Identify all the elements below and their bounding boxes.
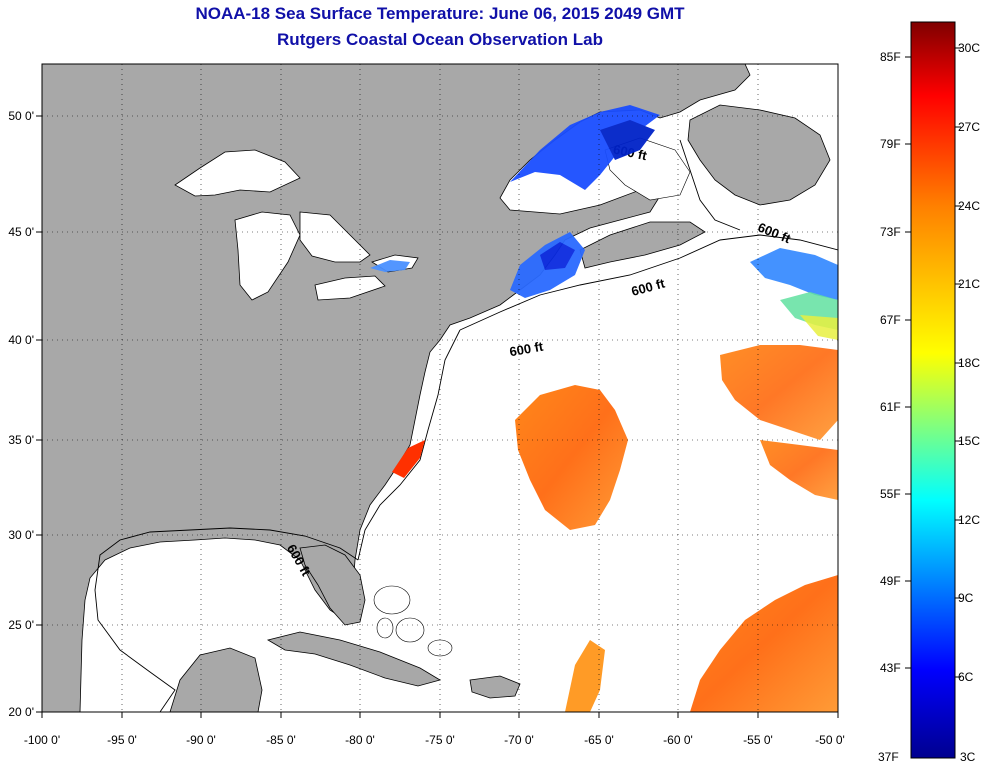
y-tick-label: 50 0' bbox=[8, 109, 34, 123]
sst-gulfstream-patch bbox=[392, 440, 425, 478]
y-tick-label: 40 0' bbox=[8, 333, 34, 347]
colorbar-c-label: 18C bbox=[958, 356, 981, 370]
x-tick-label: -65 0' bbox=[584, 733, 614, 747]
colorbar-f-label: 67F bbox=[880, 313, 901, 327]
x-tick-label: -95 0' bbox=[107, 733, 137, 747]
hispaniola-land bbox=[469, 675, 521, 699]
x-tick-label: -70 0' bbox=[504, 733, 534, 747]
colorbar-c-label: 21C bbox=[958, 277, 981, 291]
x-axis: -100 0' -95 0' -90 0' -85 0' -80 0' -75 … bbox=[24, 712, 845, 747]
sst-yellow-edge bbox=[800, 315, 838, 340]
colorbar-f-label: 49F bbox=[880, 574, 901, 588]
map-subtitle: Rutgers Coastal Ocean Observation Lab bbox=[277, 30, 603, 49]
x-tick-label: -85 0' bbox=[266, 733, 296, 747]
y-tick-label: 35 0' bbox=[8, 433, 34, 447]
grid-lines bbox=[42, 64, 838, 712]
x-tick-label: -75 0' bbox=[425, 733, 455, 747]
colorbar-c-label: 12C bbox=[958, 513, 981, 527]
isobath-label-4: 600 ft bbox=[508, 339, 545, 360]
colorbar-f-label: 55F bbox=[880, 487, 901, 501]
y-tick-label: 30 0' bbox=[8, 528, 34, 542]
x-tick-label: -55 0' bbox=[743, 733, 773, 747]
colorbar-c-label: 9C bbox=[958, 591, 974, 605]
x-tick-label: -100 0' bbox=[24, 733, 60, 747]
great-lakes bbox=[174, 149, 419, 301]
colorbar-f-label: 61F bbox=[880, 400, 901, 414]
colorbar-c-label: 3C bbox=[960, 750, 976, 764]
y-axis: 50 0' 45 0' 40 0' 35 0' 30 0' 25 0' 20 0… bbox=[8, 109, 42, 719]
colorbar-f-label: 37F bbox=[878, 750, 899, 764]
map-title: NOAA-18 Sea Surface Temperature: June 06… bbox=[195, 4, 685, 23]
colorbar-f-label: 73F bbox=[880, 225, 901, 239]
y-tick-label: 20 0' bbox=[8, 705, 34, 719]
x-tick-label: -90 0' bbox=[186, 733, 216, 747]
x-tick-label: -80 0' bbox=[345, 733, 375, 747]
cuba-land bbox=[266, 631, 442, 687]
isobath-600ft bbox=[94, 139, 838, 712]
colorbar-f-label: 79F bbox=[880, 137, 901, 151]
colorbar-c-label: 15C bbox=[958, 434, 981, 448]
florida-land bbox=[299, 544, 366, 626]
nova-scotia-land bbox=[579, 221, 706, 269]
x-tick-label: -50 0' bbox=[815, 733, 845, 747]
sst-cold-patches bbox=[370, 105, 838, 300]
newfoundland-land bbox=[687, 104, 831, 206]
colorbar-c-label: 30C bbox=[958, 41, 981, 55]
colorbar-f-label: 43F bbox=[880, 661, 901, 675]
colorbar-c-label: 27C bbox=[958, 120, 981, 134]
y-tick-label: 25 0' bbox=[8, 618, 34, 632]
colorbar-gradient bbox=[910, 21, 956, 759]
colorbar-c-label: 24C bbox=[958, 199, 981, 213]
colorbar-c-label: 6C bbox=[958, 670, 974, 684]
sst-warm-patches bbox=[392, 345, 838, 712]
colorbar-f-label: 85F bbox=[880, 50, 901, 64]
x-tick-label: -60 0' bbox=[663, 733, 693, 747]
bahamas-islands bbox=[373, 585, 453, 657]
colorbar bbox=[905, 21, 961, 759]
yucatan-land bbox=[169, 647, 263, 712]
y-tick-label: 45 0' bbox=[8, 225, 34, 239]
